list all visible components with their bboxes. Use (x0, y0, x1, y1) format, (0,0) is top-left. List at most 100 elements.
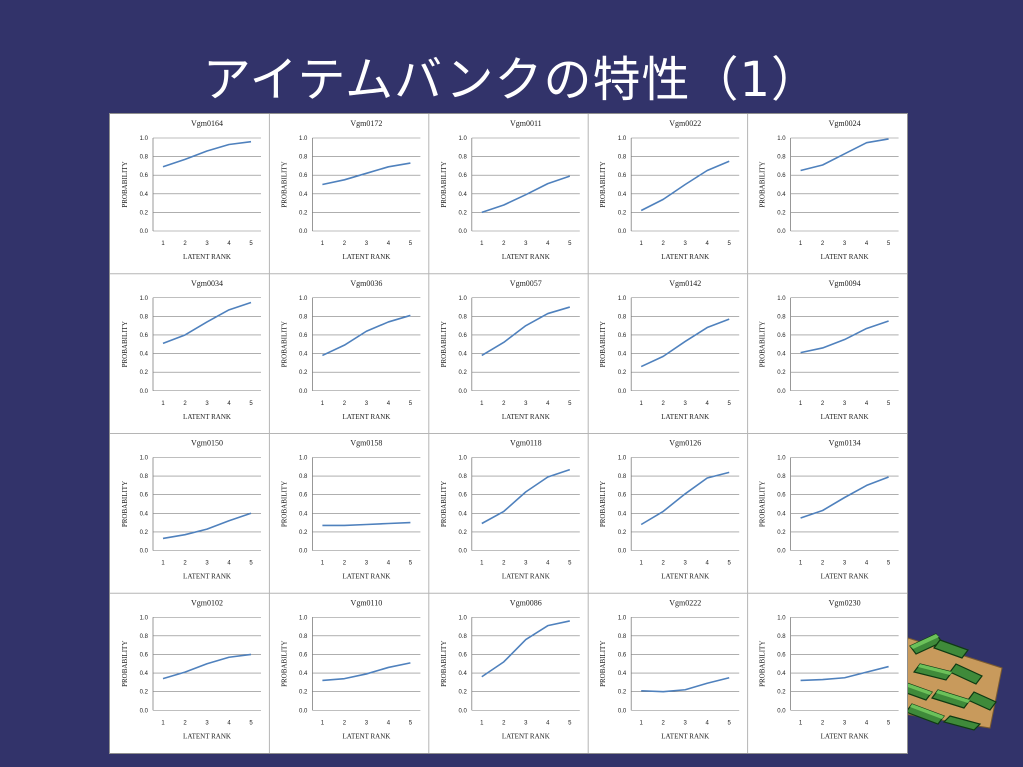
x-tick-label: 1 (321, 241, 325, 247)
y-tick-label: 0.2 (777, 370, 786, 376)
chart-title: Vgm0158 (350, 439, 382, 448)
series-line (800, 665, 889, 682)
series-line (481, 306, 571, 357)
x-tick-label: 1 (480, 401, 484, 407)
x-tick-label: 5 (249, 561, 253, 567)
y-tick-label: 0.8 (140, 314, 149, 320)
x-tick-label: 4 (546, 720, 550, 726)
y-tick-label: 0.8 (777, 634, 786, 640)
x-axis-label: LATENT RANK (183, 253, 231, 261)
y-tick-label: 0.4 (777, 352, 786, 358)
x-tick-label: 3 (684, 401, 688, 407)
x-tick-label: 1 (640, 401, 644, 407)
y-tick-label: 1.0 (777, 296, 786, 302)
series-line (162, 512, 252, 540)
y-tick-label: 0.8 (777, 155, 786, 161)
y-tick-label: 0.6 (618, 493, 627, 499)
x-tick-label: 5 (409, 401, 413, 407)
x-tick-label: 2 (343, 401, 347, 407)
y-tick-label: 0.4 (140, 192, 149, 198)
y-tick-label: 1.0 (299, 296, 308, 302)
chart-8: Vgm0057 0.0 0.2 0.4 0.6 0.8 1.0 1 2 3 4 5 LATENT RAN… (440, 279, 580, 421)
x-tick-label: 4 (227, 241, 231, 247)
y-tick-label: 0.6 (299, 652, 308, 658)
x-axis-label: LATENT RANK (502, 732, 550, 740)
y-tick-label: 0.8 (140, 474, 149, 480)
y-axis-label: PROBABILITY (599, 161, 607, 207)
series-line (481, 468, 571, 525)
chart-grid-svg: Vgm0164 0.0 0.2 0.4 0.6 0.8 1.0 1 2 3 4 5 LATENT RAN… (110, 114, 907, 753)
x-tick-label: 1 (480, 720, 484, 726)
y-tick-label: 0.2 (777, 690, 786, 696)
y-tick-label: 0.2 (140, 690, 149, 696)
y-tick-label: 1.0 (458, 615, 467, 621)
y-tick-label: 0.2 (140, 370, 149, 376)
x-tick-label: 2 (662, 720, 666, 726)
y-tick-label: 0.6 (299, 493, 308, 499)
x-tick-label: 4 (706, 720, 710, 726)
y-tick-label: 0.0 (777, 389, 786, 395)
y-tick-label: 0.8 (777, 474, 786, 480)
x-tick-label: 4 (227, 561, 231, 567)
series-line (481, 620, 570, 678)
x-tick-label: 5 (249, 241, 253, 247)
y-tick-label: 0.0 (777, 229, 786, 235)
x-axis-label: LATENT RANK (342, 253, 390, 261)
y-tick-label: 0.6 (458, 173, 467, 179)
chart-12: Vgm0158 0.0 0.2 0.4 0.6 0.8 1.0 1 2 3 4 5 LATENT RAN… (280, 439, 421, 581)
x-tick-label: 2 (502, 241, 506, 247)
y-tick-label: 1.0 (140, 296, 149, 302)
y-tick-label: 0.6 (458, 493, 467, 499)
chart-13: Vgm0118 0.0 0.2 0.4 0.6 0.8 1.0 1 2 3 4 5 LATENT RAN… (440, 439, 580, 581)
y-tick-label: 0.0 (299, 708, 308, 714)
x-tick-label: 5 (249, 720, 253, 726)
x-tick-label: 5 (887, 401, 891, 407)
y-tick-label: 0.2 (140, 210, 149, 216)
x-tick-label: 1 (321, 401, 325, 407)
y-tick-label: 0.4 (458, 511, 467, 517)
x-tick-label: 2 (183, 720, 187, 726)
chart-title: Vgm0034 (191, 279, 223, 288)
y-axis-label: PROBABILITY (280, 321, 288, 367)
x-tick-label: 2 (183, 241, 187, 247)
y-axis-label: PROBABILITY (440, 481, 448, 527)
x-tick-label: 1 (480, 561, 484, 567)
y-tick-label: 0.0 (777, 708, 786, 714)
x-tick-label: 5 (568, 401, 572, 407)
chart-title: Vgm0022 (669, 119, 701, 128)
x-tick-label: 2 (343, 720, 347, 726)
series-line (322, 314, 411, 357)
y-tick-label: 0.6 (140, 652, 149, 658)
x-tick-label: 5 (409, 720, 413, 726)
chart-17: Vgm0110 0.0 0.2 0.4 0.6 0.8 1.0 1 2 3 4 5 LATENT RAN… (280, 598, 421, 740)
y-tick-label: 0.8 (458, 474, 467, 480)
y-tick-label: 0.4 (299, 352, 308, 358)
x-tick-label: 1 (321, 720, 325, 726)
x-tick-label: 2 (502, 561, 506, 567)
y-axis-label: PROBABILITY (121, 481, 129, 527)
y-tick-label: 1.0 (458, 456, 467, 462)
y-tick-label: 0.8 (777, 314, 786, 320)
x-tick-label: 4 (706, 561, 710, 567)
y-tick-label: 0.2 (777, 530, 786, 536)
y-tick-label: 0.8 (299, 474, 308, 480)
x-tick-label: 1 (161, 720, 165, 726)
x-tick-label: 3 (365, 401, 369, 407)
x-axis-label: LATENT RANK (183, 732, 231, 740)
x-tick-label: 4 (387, 241, 391, 247)
y-axis-label: PROBABILITY (599, 321, 607, 367)
x-tick-label: 4 (865, 401, 869, 407)
y-tick-label: 0.6 (777, 173, 786, 179)
x-tick-label: 2 (662, 561, 666, 567)
chart-11: Vgm0150 0.0 0.2 0.4 0.6 0.8 1.0 1 2 3 4 5 LATENT RAN… (121, 439, 261, 581)
x-tick-label: 4 (387, 401, 391, 407)
y-tick-label: 0.8 (618, 634, 627, 640)
slide-title: アイテムバンクの特性（1） (202, 52, 821, 108)
y-tick-label: 0.0 (458, 389, 467, 395)
x-tick-label: 3 (205, 401, 209, 407)
y-axis-label: PROBABILITY (280, 161, 288, 207)
y-tick-label: 1.0 (299, 136, 308, 142)
x-tick-label: 4 (546, 401, 550, 407)
y-tick-label: 0.6 (777, 493, 786, 499)
series-line (800, 476, 889, 519)
